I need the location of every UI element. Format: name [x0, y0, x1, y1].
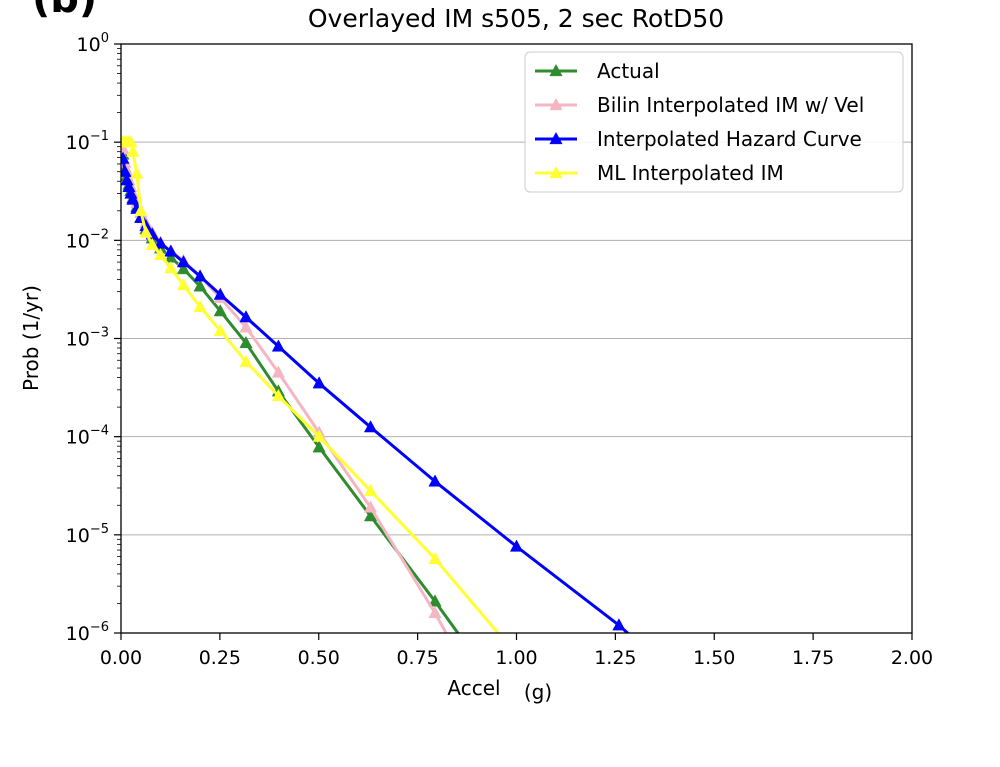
data-point	[145, 237, 159, 250]
y-tick-label: 100	[77, 31, 109, 56]
x-tick-label: 1.25	[594, 647, 636, 669]
data-point	[239, 320, 253, 333]
x-tick-label: 0.50	[298, 647, 340, 669]
data-point	[164, 261, 178, 274]
legend-label: ML Interpolated IM	[597, 161, 784, 185]
data-point	[213, 323, 227, 336]
data-point	[139, 225, 153, 238]
data-point	[312, 376, 326, 389]
y-tick-label: 10−2	[66, 227, 109, 252]
x-axis-unit-label: (g)	[524, 680, 552, 704]
series-ml-interpolated-im	[121, 135, 500, 633]
data-point	[176, 262, 191, 275]
data-point	[193, 269, 207, 282]
data-point	[271, 339, 286, 352]
data-point	[121, 164, 132, 177]
data-point	[363, 483, 378, 497]
chart-title: Overlayed IM s505, 2 sec RotD50	[308, 4, 724, 33]
data-point	[213, 304, 227, 317]
data-point	[126, 192, 140, 205]
data-point	[312, 429, 326, 442]
data-point	[271, 388, 286, 402]
legend-label: Bilin Interpolated IM w/ Vel	[597, 93, 864, 117]
data-point	[428, 605, 442, 619]
x-tick-label: 0.75	[396, 647, 438, 669]
series-interpolated-hazard-curve	[121, 151, 630, 633]
x-tick-label: 0.00	[100, 647, 142, 669]
y-tick-label: 10−1	[66, 129, 109, 154]
legend-entry: Actual	[535, 59, 660, 83]
data-point	[239, 310, 253, 323]
data-point	[239, 354, 253, 367]
data-point	[193, 299, 207, 312]
legend-marker	[549, 63, 563, 77]
legend-entry: Bilin Interpolated IM w/ Vel	[535, 93, 864, 117]
legend-entry: ML Interpolated IM	[535, 161, 784, 185]
legend-marker	[549, 131, 563, 145]
data-point	[124, 135, 138, 148]
legend-entries: Actual Bilin Interpolated IM w/ Vel Interp…	[535, 59, 864, 185]
x-axis-label: Accel	[447, 676, 500, 700]
series-group	[121, 135, 630, 633]
y-tick-label: 10−4	[66, 424, 109, 449]
x-tick-label: 0.25	[199, 647, 241, 669]
data-point	[164, 244, 178, 257]
panel-label: (b)	[32, 0, 97, 22]
data-point	[176, 255, 191, 268]
data-point	[213, 287, 227, 300]
data-point	[509, 539, 524, 552]
y-tick-label: 10−3	[66, 326, 109, 351]
legend: Actual Bilin Interpolated IM w/ Vel Interp…	[524, 51, 904, 193]
legend-marker	[549, 165, 563, 179]
data-point	[363, 500, 378, 513]
legend-box	[524, 51, 904, 193]
data-point	[121, 151, 130, 164]
y-tick-label: 10−5	[66, 522, 109, 547]
data-point	[193, 279, 207, 292]
data-point	[363, 420, 378, 433]
data-point	[126, 144, 140, 157]
data-point	[239, 335, 253, 349]
legend-label: Actual	[597, 59, 660, 83]
data-point	[176, 278, 191, 291]
data-point	[428, 474, 442, 487]
x-tick-label: 1.75	[792, 647, 834, 669]
data-point	[428, 551, 442, 564]
y-axis: 100 10−1 10−2 10−3 10−4 10−5 10−6	[66, 31, 121, 645]
data-point	[312, 440, 326, 453]
x-tick-label: 1.00	[495, 647, 537, 669]
legend-marker	[549, 97, 563, 111]
y-axis-label: Prob (1/yr)	[19, 285, 43, 391]
x-tick-label: 1.50	[693, 647, 735, 669]
legend-entry: Interpolated Hazard Curve	[535, 127, 862, 151]
x-axis: 0.00 0.25 0.50 0.75 1.00 1.25 1.50 1.75 2.00	[100, 633, 933, 669]
legend-label: Interpolated Hazard Curve	[597, 127, 862, 151]
x-tick-label: 2.00	[891, 647, 933, 669]
data-point	[130, 166, 144, 179]
data-point	[134, 203, 148, 216]
data-point	[612, 618, 626, 631]
data-point	[153, 247, 168, 261]
y-tick-label: 10−6	[66, 620, 109, 645]
data-point	[271, 365, 286, 378]
